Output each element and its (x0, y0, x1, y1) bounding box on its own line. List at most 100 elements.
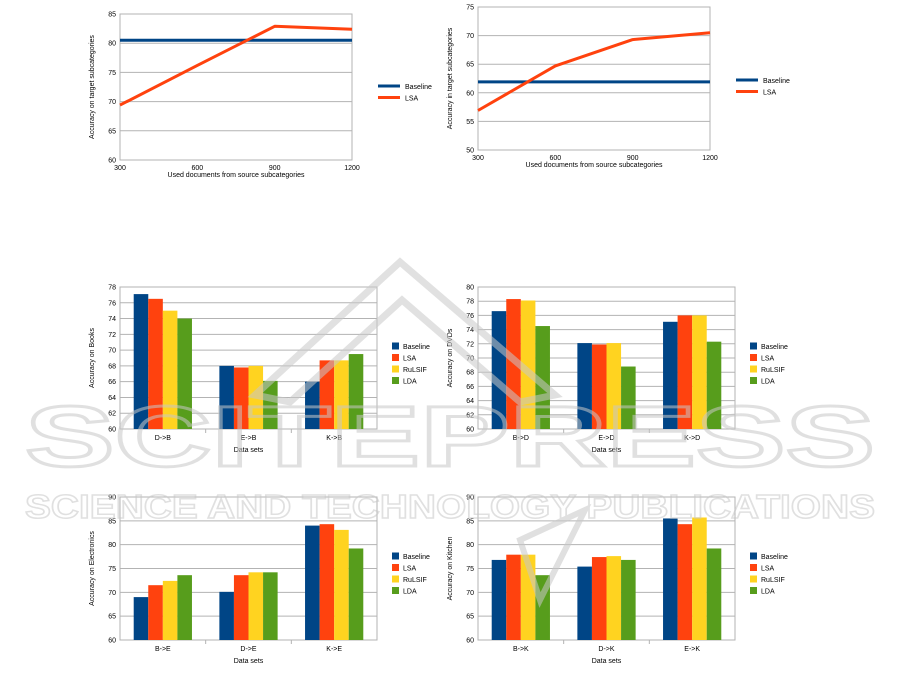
bar-lda-2 (621, 366, 636, 429)
legend-label: Baseline (763, 78, 790, 85)
legend-label: LSA (403, 356, 417, 363)
legend-label: LDA (761, 589, 775, 596)
x-category-label: K->D (684, 435, 700, 442)
y-tick-label: 60 (108, 638, 116, 645)
legend-label: RuLSIF (761, 367, 785, 374)
watermark-logo-shape (247, 257, 563, 406)
x-category-label: E->B (241, 435, 257, 442)
x-axis-title: Data sets (592, 658, 622, 665)
legend-label: Baseline (403, 554, 430, 561)
y-tick-label: 65 (108, 128, 116, 135)
bar-baseline-2 (219, 591, 234, 640)
bar-rulsif-2 (606, 343, 622, 429)
bar-lsa-3 (319, 360, 335, 429)
y-tick-label: 50 (466, 148, 474, 155)
y-tick-label: 65 (108, 614, 116, 621)
y-tick-label: 70 (466, 33, 474, 40)
bar-rulsif-3 (692, 517, 707, 640)
chart-2: 50 55 60 65 70 75 300 600 900 1200 Used documents … (447, 5, 790, 170)
y-axis-title: Accuracy on Electronics (89, 531, 96, 606)
y-tick-label: 55 (466, 119, 474, 126)
legend-swatch-rulsif (750, 365, 757, 373)
bar-rulsif-2 (248, 572, 264, 640)
y-axis-title: Accuracy on DVDs (447, 328, 454, 387)
legend-swatch-lda (392, 587, 399, 594)
x-axis-title: Data sets (234, 658, 264, 665)
y-tick-label: 76 (108, 300, 116, 307)
x-category-label: B->D (513, 435, 529, 442)
series-line-lsa (119, 24, 353, 107)
legend-label: LSA (405, 96, 419, 103)
y-tick-label: 68 (466, 370, 474, 377)
y-tick-label: 60 (108, 158, 116, 165)
legend-label: RuLSIF (403, 577, 427, 584)
y-tick-label: 65 (466, 614, 474, 621)
bar-lda-3 (348, 548, 364, 640)
y-tick-label: 76 (466, 313, 474, 320)
bar-lsa-1 (148, 585, 163, 640)
legend-label: Baseline (761, 554, 788, 561)
legend-swatch-baseline (392, 342, 399, 350)
y-tick-label: 90 (466, 495, 474, 502)
y-tick-label: 72 (108, 332, 116, 339)
x-tick-label: 600 (191, 165, 203, 172)
bar-rulsif-1 (162, 580, 178, 640)
x-category-label: E->D (598, 435, 614, 442)
x-axis-title: Data sets (592, 447, 622, 454)
legend-swatch-lda (750, 377, 757, 384)
y-tick-label: 62 (466, 412, 474, 419)
plot-area (119, 13, 353, 161)
legend-label: LSA (761, 566, 775, 573)
bar-lda-2 (621, 559, 636, 640)
y-tick-label: 70 (108, 348, 116, 355)
legend-label: LDA (761, 379, 775, 386)
bar-lsa-2 (233, 575, 249, 640)
bar-rulsif-3 (334, 360, 349, 429)
legend-label: LSA (761, 356, 775, 363)
bar-lda-1 (177, 575, 192, 640)
legend-swatch-lsa (392, 354, 399, 361)
legend-label: LSA (403, 566, 417, 573)
legend-swatch-baseline (750, 342, 757, 350)
bar-lda-3 (706, 341, 722, 429)
legend-swatch-lda (392, 377, 399, 384)
bar-lda-1 (535, 326, 550, 429)
y-tick-label: 85 (466, 518, 474, 525)
bar-baseline-2 (577, 566, 592, 640)
y-tick-label: 74 (108, 316, 116, 323)
x-tick-label: 1200 (344, 165, 360, 172)
bar-baseline-2 (577, 343, 592, 429)
legend-label: Baseline (761, 344, 788, 351)
x-tick-label: 300 (472, 155, 484, 162)
bar-lsa-2 (233, 367, 249, 429)
x-category-label: B->E (155, 646, 171, 653)
x-tick-label: 900 (627, 155, 639, 162)
y-tick-label: 60 (466, 638, 474, 645)
x-axis-title: Used documents from source subcategories (168, 172, 305, 179)
x-category-label: D->B (155, 435, 171, 442)
y-tick-label: 70 (466, 590, 474, 597)
y-tick-label: 75 (108, 566, 116, 573)
x-category-label: K->B (326, 435, 342, 442)
chart-5: 60 65 70 75 80 85 90 B->E D->E K->E Data sets Accur… (89, 495, 430, 666)
bar-baseline-1 (133, 294, 149, 429)
y-tick-label: 80 (108, 41, 116, 48)
x-category-label: D->E (240, 646, 256, 653)
y-tick-label: 75 (108, 70, 116, 77)
bar-lsa-1 (148, 298, 163, 429)
bar-baseline-3 (663, 321, 678, 429)
legend-swatch-rulsif (750, 575, 757, 583)
bar-lsa-3 (677, 315, 693, 429)
y-tick-label: 62 (108, 411, 116, 418)
y-tick-label: 72 (466, 341, 474, 348)
bar-baseline-1 (491, 559, 507, 640)
legend-swatch-rulsif (392, 575, 399, 583)
watermark-subtitle: SCIENCE AND TECHNOLOGY PUBLICATIONS (25, 488, 875, 525)
watermark-title: SCITEPRESS (25, 389, 875, 485)
legend-swatch-baseline (750, 552, 757, 560)
bar-rulsif-1 (162, 310, 178, 429)
y-tick-label: 78 (466, 299, 474, 306)
y-tick-label: 75 (466, 5, 474, 12)
legend-swatch-lsa (750, 354, 757, 361)
